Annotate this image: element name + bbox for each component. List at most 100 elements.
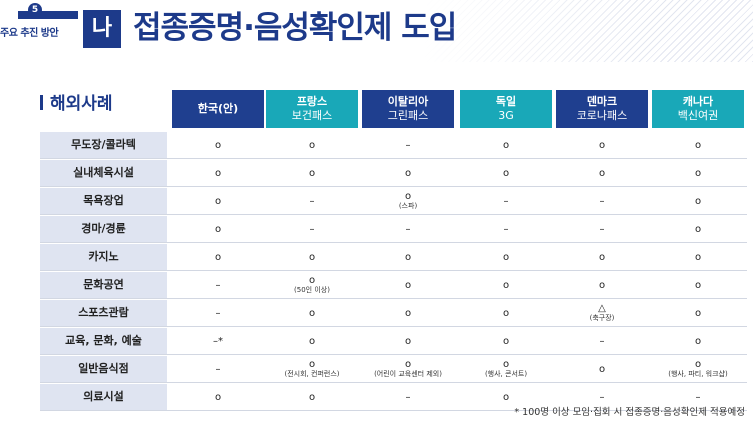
table-cell: o — [362, 300, 454, 326]
table-cell: – — [556, 188, 648, 214]
row-label: 실내체육시설 — [40, 160, 167, 186]
cell-value: o — [404, 307, 412, 319]
table-cell: o — [652, 132, 744, 158]
table-cell: o (스파) — [362, 188, 454, 214]
cell-value: o — [502, 251, 510, 263]
cell-value: o — [214, 167, 222, 179]
table-cell: o — [172, 384, 264, 410]
cell-value: – — [309, 223, 315, 235]
cell-value: – — [215, 307, 221, 319]
header-fade — [423, 0, 753, 62]
cell-value: o — [214, 223, 222, 235]
table-cell: – — [362, 132, 454, 158]
table-cell: o — [460, 384, 552, 410]
cell-value: o — [502, 335, 510, 347]
table-cell: o — [266, 160, 358, 186]
cell-value: –* — [213, 335, 223, 347]
table-cell: o — [556, 272, 648, 298]
table-cell: – — [652, 384, 744, 410]
table-cell: o — [652, 244, 744, 270]
column-header: 독일 3G — [460, 90, 552, 128]
table-cell: o — [556, 356, 648, 382]
cell-value: – — [695, 391, 701, 403]
row-label: 스포츠관람 — [40, 300, 167, 326]
footnote: * 100명 이상 모임·집회 시 접종증명·음성확인제 적용예정 — [514, 407, 745, 418]
cell-value: o — [694, 335, 702, 347]
table-cell: o — [652, 328, 744, 354]
column-header-name: 프랑스 — [296, 95, 328, 108]
cell-value: o — [308, 167, 316, 179]
cell-value: o — [694, 279, 702, 291]
table-cell: o — [556, 160, 648, 186]
row-label: 의료시설 — [40, 384, 167, 410]
column-header-name: 덴마크 — [586, 95, 618, 108]
cell-value: o — [404, 359, 412, 370]
cell-value: o — [694, 167, 702, 179]
cell-value: o — [502, 139, 510, 151]
table-cell: o — [460, 328, 552, 354]
table-cell: o — [266, 328, 358, 354]
table-cell: o (50인 이상) — [266, 272, 358, 298]
column-header-sub: 코로나패스 — [576, 109, 628, 122]
column-header-name: 독일 — [495, 95, 517, 108]
column-header-name: 이탈리아 — [387, 95, 429, 108]
table-cell: o (행사, 콘서트) — [460, 356, 552, 382]
column-header-sub: 백신여권 — [677, 109, 719, 122]
cell-value: o — [214, 139, 222, 151]
table-row: 의료시설 o o – o – – — [40, 384, 747, 411]
badge-subtitle: 주요 추진 방안 — [0, 28, 59, 39]
table-cell: △ (축구장) — [556, 300, 648, 326]
badge-bar — [18, 11, 78, 19]
cell-value: o — [214, 251, 222, 263]
table-cell: o — [460, 300, 552, 326]
cell-value: o — [404, 279, 412, 291]
table-row: 교육, 문화, 예술 –* o o o – o — [40, 328, 747, 355]
table-cell: o — [460, 132, 552, 158]
row-label: 문화공연 — [40, 272, 167, 298]
cell-note: (스파) — [398, 202, 418, 210]
table-cell: o — [362, 244, 454, 270]
cell-value: o — [308, 335, 316, 347]
section-marker: 나 — [83, 10, 121, 48]
cell-value: o — [308, 275, 316, 286]
page-title: 접종증명·음성확인제 도입 — [133, 10, 457, 46]
cell-value: o — [694, 359, 702, 370]
row-label: 경마/경륜 — [40, 216, 167, 242]
cell-value: o — [502, 307, 510, 319]
cell-value: – — [599, 223, 605, 235]
cell-value: o — [694, 139, 702, 151]
table-cell: o — [556, 132, 648, 158]
table-cell: o — [266, 132, 358, 158]
cell-value: o — [404, 335, 412, 347]
table-row: 카지노 o o o o o o — [40, 244, 747, 271]
row-label: 무도장/콜라텍 — [40, 132, 167, 158]
table-cell: o — [460, 160, 552, 186]
table-cell: – — [556, 328, 648, 354]
cell-note: (행사, 콘서트) — [484, 370, 528, 378]
cell-value: o — [214, 195, 222, 207]
cell-note: (축구장) — [589, 314, 615, 322]
column-header: 프랑스 보건패스 — [266, 90, 358, 128]
table-cell: o — [172, 216, 264, 242]
cell-value: – — [405, 391, 411, 403]
cell-value: o — [694, 251, 702, 263]
cell-value: △ — [598, 303, 606, 314]
cell-value: o — [598, 167, 606, 179]
cell-value: o — [694, 223, 702, 235]
cell-value: o — [598, 363, 606, 375]
cell-value: o — [598, 251, 606, 263]
table-title-text: 해외사례 — [50, 94, 113, 114]
cell-value: – — [599, 195, 605, 207]
column-header-name: 캐나다 — [682, 95, 714, 108]
cell-value: o — [404, 191, 412, 202]
cell-note: (어린이 교육센터 제외) — [374, 370, 442, 378]
cell-value: – — [215, 363, 221, 375]
table-cell: – — [556, 216, 648, 242]
table-row: 경마/경륜 o – – – – o — [40, 216, 747, 243]
cell-value: o — [308, 139, 316, 151]
cell-value: – — [599, 335, 605, 347]
cell-value: o — [694, 195, 702, 207]
cell-value: o — [308, 307, 316, 319]
table-cell: – — [362, 384, 454, 410]
table-row: 실내체육시설 o o o o o o — [40, 160, 747, 187]
